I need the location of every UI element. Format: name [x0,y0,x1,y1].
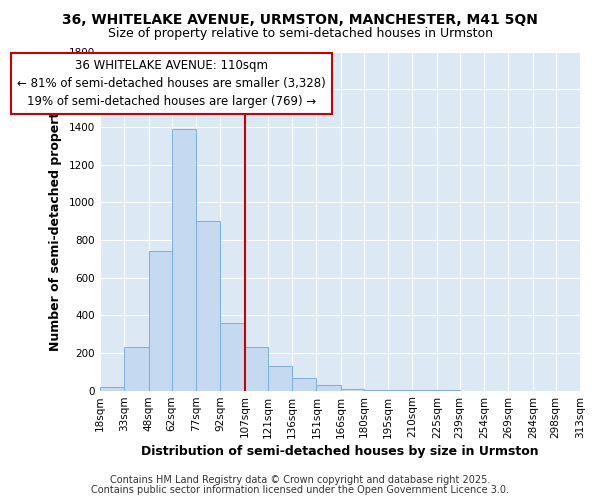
Bar [316,385,341,390]
Bar [341,389,364,390]
Text: Contains HM Land Registry data © Crown copyright and database right 2025.: Contains HM Land Registry data © Crown c… [110,475,490,485]
Bar [292,378,316,390]
Bar [124,347,149,391]
Bar [245,347,268,391]
Text: Size of property relative to semi-detached houses in Urmston: Size of property relative to semi-detach… [107,28,493,40]
Bar [149,251,172,390]
Y-axis label: Number of semi-detached properties: Number of semi-detached properties [49,92,62,350]
X-axis label: Distribution of semi-detached houses by size in Urmston: Distribution of semi-detached houses by … [141,444,539,458]
Text: 36, WHITELAKE AVENUE, URMSTON, MANCHESTER, M41 5QN: 36, WHITELAKE AVENUE, URMSTON, MANCHESTE… [62,12,538,26]
Text: Contains public sector information licensed under the Open Government Licence 3.: Contains public sector information licen… [91,485,509,495]
Bar [196,221,220,390]
Bar [220,323,245,390]
Bar [100,387,124,390]
Bar [268,366,292,390]
Text: 36 WHITELAKE AVENUE: 110sqm
← 81% of semi-detached houses are smaller (3,328)
19: 36 WHITELAKE AVENUE: 110sqm ← 81% of sem… [17,59,326,108]
Bar [172,128,196,390]
